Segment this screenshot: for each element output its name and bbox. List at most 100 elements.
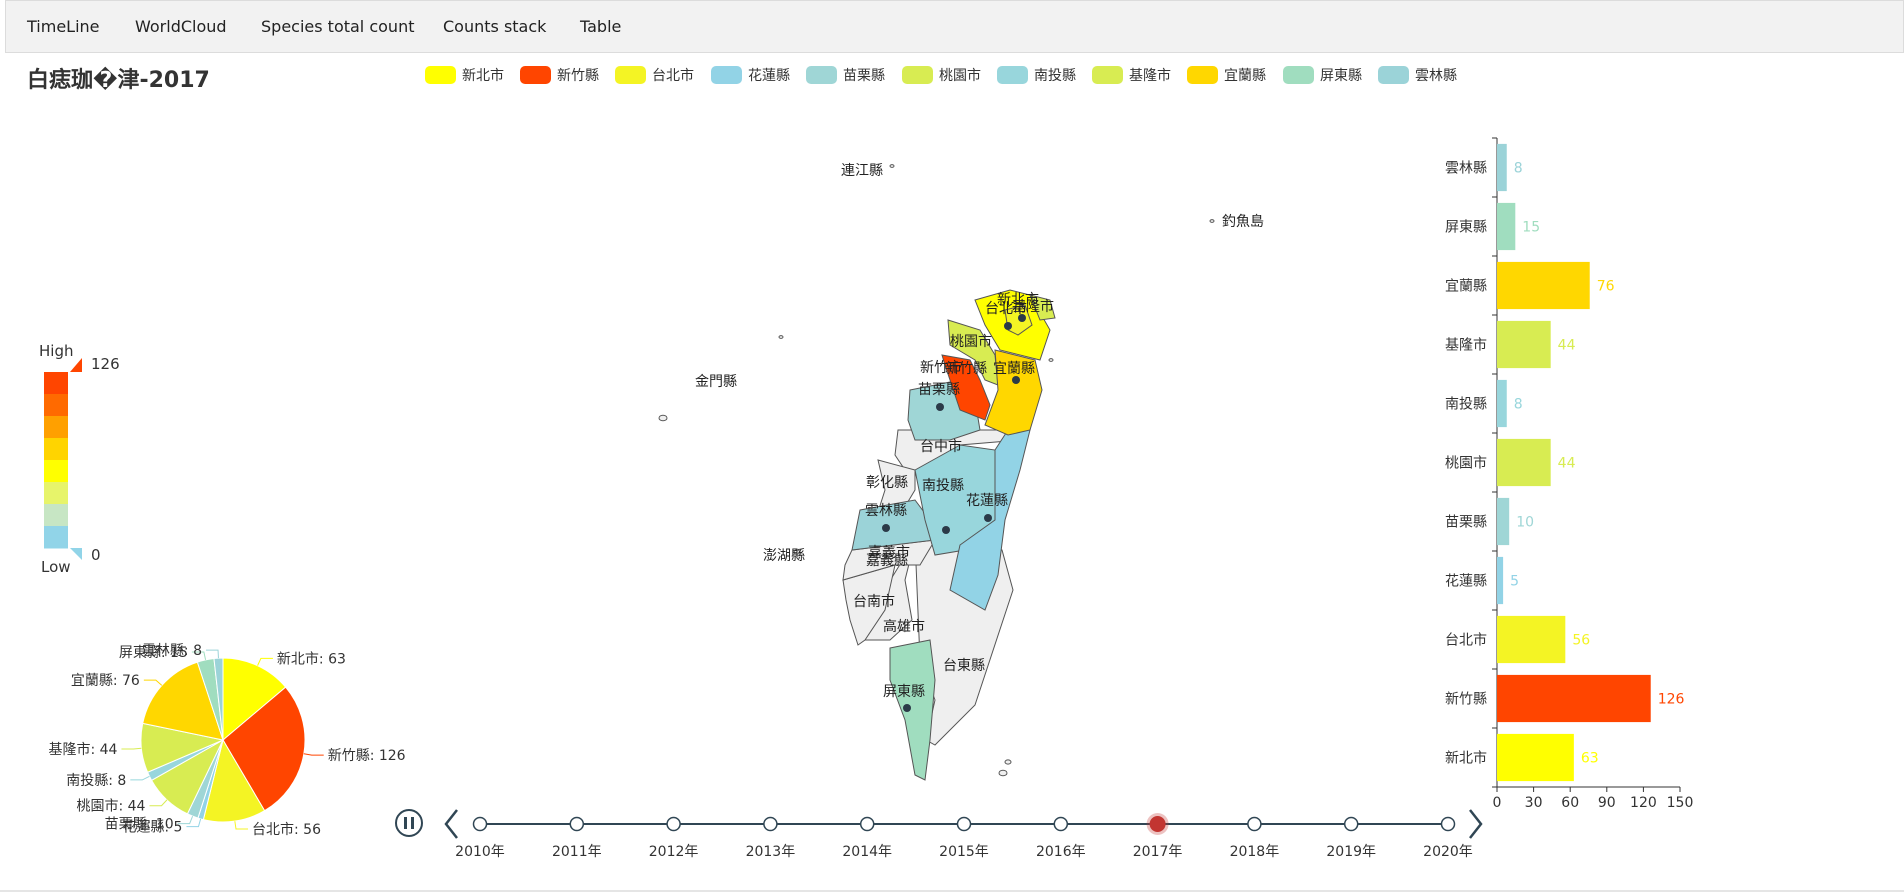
visual-map-handle-low[interactable]	[70, 548, 82, 560]
map-label: 新北市	[997, 291, 1039, 308]
map-label: 台南市	[853, 593, 895, 610]
legend-item[interactable]: 屏東縣	[1283, 66, 1362, 84]
map-point[interactable]	[1012, 376, 1020, 384]
map-point[interactable]	[882, 524, 890, 532]
bar[interactable]	[1497, 556, 1504, 605]
legend-item[interactable]: 桃園市	[902, 66, 981, 84]
timeline-node[interactable]	[956, 816, 972, 832]
timeline-year-label[interactable]: 2019年	[1326, 844, 1376, 860]
pie-label: 雲林縣: 8	[142, 643, 202, 659]
legend-label: 苗栗縣	[843, 68, 885, 84]
visual-map-segment	[44, 416, 68, 439]
map-point[interactable]	[984, 514, 992, 522]
visual-map-segment	[44, 482, 68, 505]
pie-slice[interactable]	[222, 686, 306, 812]
visual-map-segment	[44, 526, 68, 549]
pie-slice[interactable]	[213, 657, 224, 741]
legend-item[interactable]: 苗栗縣	[806, 66, 885, 84]
bar[interactable]	[1497, 497, 1510, 546]
map-region[interactable]	[949, 429, 1031, 611]
map-island[interactable]	[1004, 759, 1012, 765]
nav-counts-stack[interactable]: Counts stack	[443, 17, 547, 36]
bar[interactable]	[1497, 615, 1566, 664]
bar-value-label: 63	[1581, 751, 1599, 767]
map-region[interactable]	[842, 564, 896, 646]
legend-swatch	[806, 66, 837, 84]
map-region[interactable]	[984, 349, 1043, 436]
timeline-year-label[interactable]: 2013年	[746, 844, 796, 860]
legend-item[interactable]: 雲林縣	[1378, 66, 1457, 84]
timeline-node[interactable]	[859, 816, 875, 832]
timeline-year-label[interactable]: 2012年	[649, 844, 699, 860]
bar[interactable]	[1497, 674, 1651, 723]
timeline-year-label[interactable]: 2018年	[1230, 844, 1280, 860]
pie-label-line	[303, 753, 324, 756]
nav-table[interactable]: Table	[580, 17, 622, 36]
map-island[interactable]	[1048, 358, 1054, 362]
map-point[interactable]	[942, 526, 950, 534]
map-island[interactable]	[658, 414, 668, 422]
map-label: 彰化縣	[866, 474, 908, 491]
bar[interactable]	[1497, 143, 1507, 192]
legend-item[interactable]: 宜蘭縣	[1187, 66, 1266, 84]
map-island[interactable]	[1209, 219, 1215, 223]
map-island[interactable]	[998, 769, 1008, 777]
bar[interactable]	[1497, 261, 1590, 310]
timeline-node[interactable]	[666, 816, 681, 832]
bar[interactable]	[1497, 733, 1574, 782]
bar[interactable]	[1497, 320, 1551, 369]
map-island[interactable]	[778, 335, 784, 339]
map-region[interactable]	[889, 639, 936, 781]
timeline-year-label[interactable]: 2010年	[455, 844, 505, 860]
bar[interactable]	[1497, 438, 1551, 487]
timeline-node[interactable]	[472, 816, 488, 832]
timeline-node[interactable]	[569, 816, 585, 832]
timeline-year-label[interactable]: 2014年	[842, 844, 892, 860]
taiwan-map: 連江縣釣魚島金門縣 新北市台北市基隆市桃園市新竹市新竹縣 宜蘭縣苗栗縣台中市彰化縣南…	[658, 163, 1264, 781]
legend-swatch	[1092, 66, 1123, 84]
timeline-year-label[interactable]: 2011年	[552, 844, 602, 860]
pie-label: 基隆市: 44	[48, 741, 117, 758]
map-label: 新竹市	[920, 359, 962, 376]
timeline-node[interactable]	[1053, 816, 1069, 832]
map-region[interactable]	[1029, 294, 1056, 321]
timeline-node[interactable]	[763, 816, 778, 832]
timeline-next-button[interactable]	[1469, 809, 1483, 839]
bar[interactable]	[1497, 379, 1507, 428]
map-label: 苗栗縣	[918, 382, 960, 398]
map-point[interactable]	[936, 403, 944, 411]
timeline-node[interactable]	[1247, 816, 1262, 832]
timeline-prev-button[interactable]	[444, 809, 458, 839]
bar-value-label: 15	[1522, 220, 1540, 236]
legend-item[interactable]: 基隆市	[1092, 66, 1171, 84]
timeline-node-current[interactable]	[1149, 816, 1166, 832]
timeline-year-label[interactable]: 2020年	[1423, 844, 1473, 860]
map-point[interactable]	[1018, 314, 1026, 322]
bar-value-label: 8	[1514, 161, 1523, 177]
nav-wordcloud[interactable]: WorldCloud	[135, 17, 227, 36]
map-region[interactable]	[941, 354, 991, 421]
map-point[interactable]	[903, 704, 911, 712]
timeline-year-label[interactable]: 2016年	[1036, 844, 1086, 860]
timeline-node[interactable]	[1440, 816, 1456, 832]
legend-item[interactable]: 新北市	[425, 66, 504, 84]
map-point[interactable]	[1004, 322, 1012, 330]
nav-species-total-count[interactable]: Species total count	[261, 17, 415, 36]
legend-item[interactable]: 新竹縣	[520, 66, 599, 84]
legend-item[interactable]: 南投縣	[997, 66, 1076, 84]
timeline-node[interactable]	[1343, 816, 1359, 832]
nav-timeline[interactable]: TimeLine	[27, 17, 100, 36]
map-region[interactable]	[947, 319, 999, 386]
pie-slice[interactable]	[202, 738, 266, 823]
visual-map-handle-high[interactable]	[70, 358, 82, 372]
legend-item[interactable]: 台北市	[615, 66, 694, 84]
legend-label: 屏東縣	[1320, 68, 1362, 84]
timeline-year-label[interactable]: 2015年	[939, 844, 989, 860]
timeline-pause-button[interactable]	[395, 809, 423, 837]
y-tick-label: 雲林縣	[1445, 161, 1487, 177]
map-island[interactable]	[889, 164, 895, 168]
legend-item[interactable]: 花蓮縣	[711, 66, 790, 84]
timeline-year-label[interactable]: 2017年	[1133, 844, 1183, 860]
bar[interactable]	[1497, 202, 1516, 251]
map-island[interactable]	[793, 549, 801, 555]
